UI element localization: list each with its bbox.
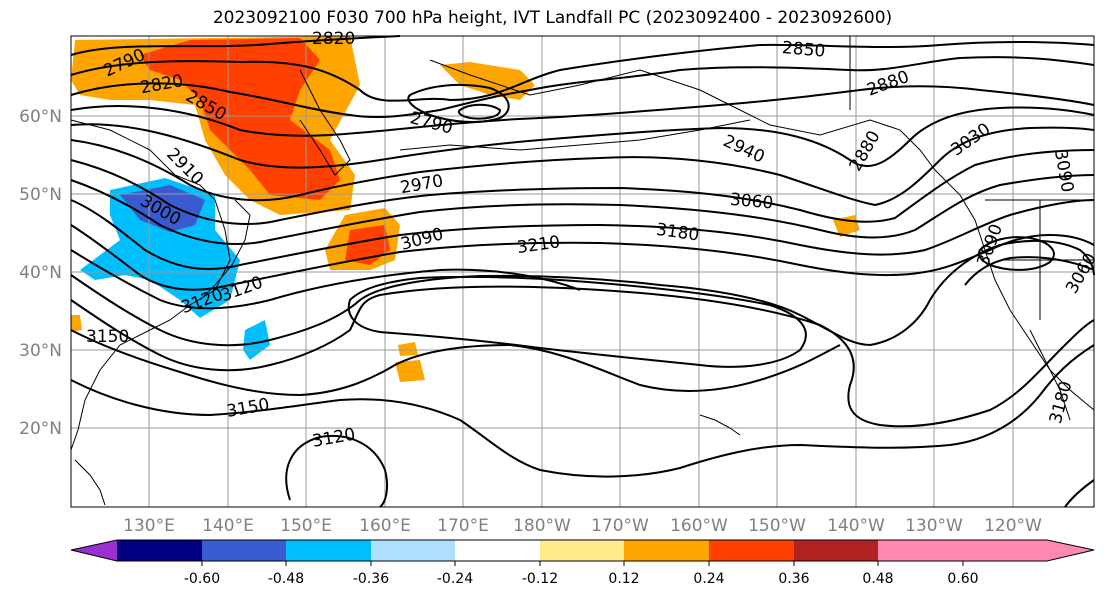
ivt-positive-blob-small-2 <box>395 360 425 382</box>
lon-label: 140°W <box>827 516 885 536</box>
ivt-strong-region-asia-north <box>140 38 340 200</box>
lon-label: 140°E <box>202 516 254 536</box>
coastline-hawaii <box>699 414 741 436</box>
colorbar-extend-max <box>963 540 1094 561</box>
ivt-positive-blob-small-1 <box>398 342 418 356</box>
lon-label: 180°W <box>513 516 571 536</box>
colorbar-segment <box>455 540 540 561</box>
colorbar-extend-min <box>71 540 117 561</box>
lon-label: 150°W <box>748 516 806 536</box>
map-title: 2023092100 F030 700 hPa height, IVT Land… <box>212 8 893 28</box>
colorbar-segment <box>371 540 455 561</box>
ivt-negative-strong-japan <box>120 185 205 232</box>
coastline-baja <box>1029 329 1071 421</box>
colorbar-segment <box>540 540 624 561</box>
state-borders <box>985 199 1094 320</box>
lat-label: 30°N <box>19 341 62 361</box>
colorbar-segment <box>794 540 878 561</box>
coastline-philippines <box>74 459 106 506</box>
colorbar-segment <box>117 540 202 561</box>
colorbar-segment <box>286 540 371 561</box>
contour-label: 3060 <box>729 190 774 214</box>
colorbar-tick-label: -0.48 <box>268 571 304 587</box>
colorbar-tick-label: -0.60 <box>184 571 220 587</box>
colorbar-ticks <box>201 561 964 566</box>
colorbar-outline <box>70 539 1095 562</box>
height-contours <box>70 35 1095 508</box>
colorbar-segment <box>878 540 963 561</box>
colorbar-tick-label: 0.60 <box>947 571 978 587</box>
lon-label: 170°E <box>437 516 489 536</box>
lon-label: 160°E <box>359 516 411 536</box>
lat-label: 60°N <box>19 107 62 127</box>
contour-label: 2850 <box>781 38 826 62</box>
colorbar-segment <box>202 540 286 561</box>
lon-label: 130°W <box>905 516 963 536</box>
contour-label: 3150 <box>86 327 129 347</box>
colorbar-tick-label: -0.12 <box>522 571 558 587</box>
lon-label: 160°W <box>670 516 728 536</box>
coastline-alaska <box>429 59 936 171</box>
latitude-labels: 60°N 50°N 40°N 30°N 20°N <box>19 107 62 439</box>
coastline-aleutians <box>399 119 751 151</box>
lon-label: 130°E <box>123 516 175 536</box>
lon-label: 120°W <box>984 516 1042 536</box>
coastline-asia <box>70 119 231 451</box>
colorbar-tick-label: 0.12 <box>608 571 639 587</box>
colorbar-tick-label: -0.24 <box>437 571 473 587</box>
lat-label: 40°N <box>19 263 62 283</box>
colorbar-tick-label: -0.36 <box>353 571 389 587</box>
lat-label: 20°N <box>19 419 62 439</box>
ivt-negative-region-japan <box>80 178 240 318</box>
longitude-labels: 130°E 140°E 150°E 160°E 170°E 180°W 170°… <box>123 516 1042 536</box>
colorbar-segment <box>709 540 794 561</box>
ivt-positive-blob-small-4 <box>71 315 82 332</box>
contour-label: 2820 <box>312 29 355 49</box>
colorbar-tick-label: 0.24 <box>693 571 724 587</box>
colorbar-tick-label: 0.36 <box>778 571 809 587</box>
coastline-na-west <box>934 169 1095 411</box>
colorbar-tick-label: 0.48 <box>862 571 893 587</box>
lat-label: 50°N <box>19 185 62 205</box>
coastlines <box>70 36 1095 506</box>
lon-label: 170°W <box>591 516 649 536</box>
colorbar-segment <box>624 540 709 561</box>
lon-label: 150°E <box>280 516 332 536</box>
colorbar: -0.60 -0.48 -0.36 -0.24 -0.12 0.12 0.24 … <box>70 539 1095 587</box>
map-frame <box>70 35 1095 508</box>
